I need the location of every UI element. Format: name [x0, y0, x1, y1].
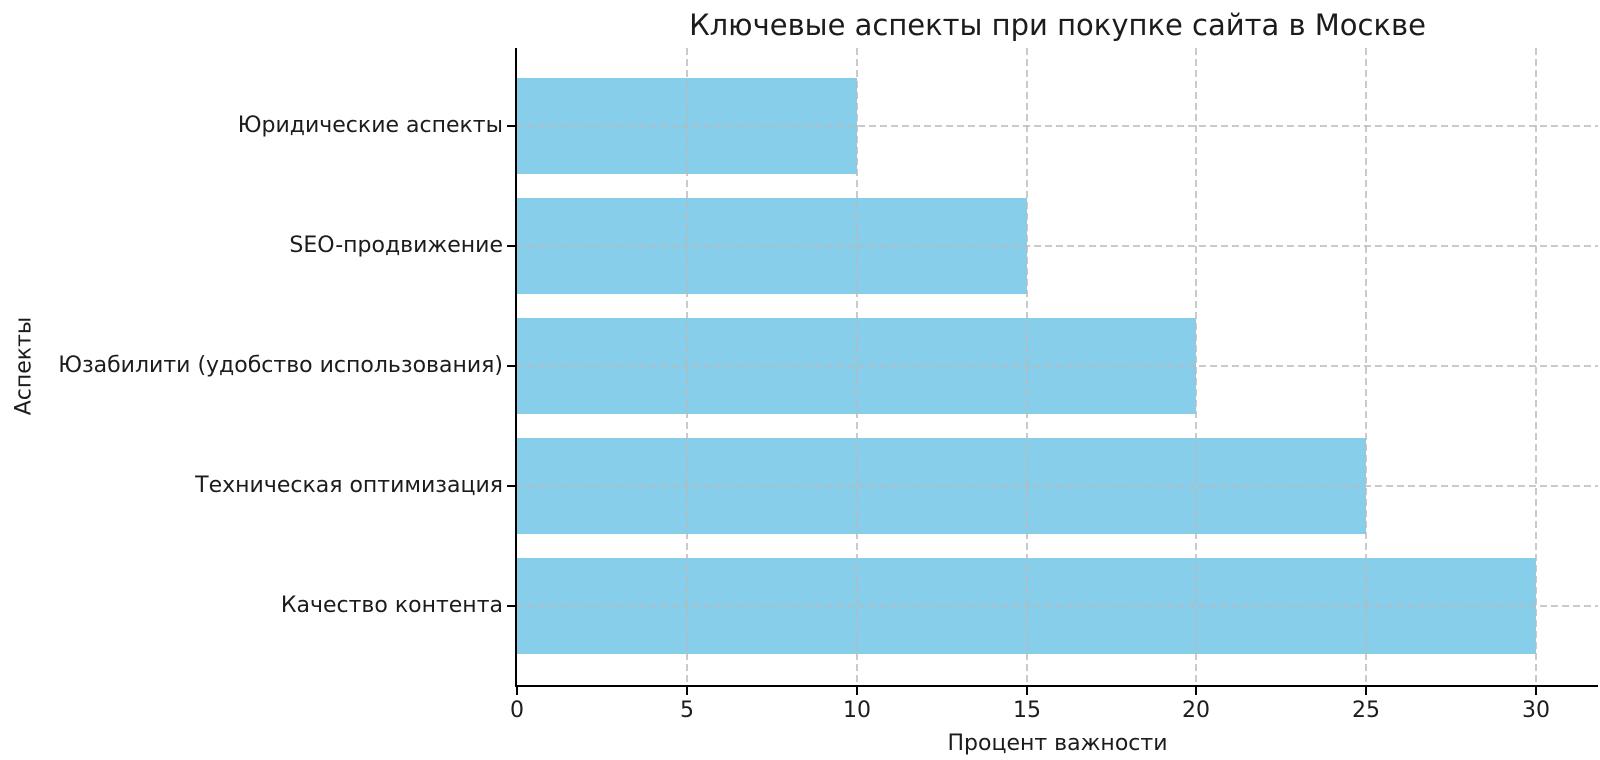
y-tick-label: SEO-продвижение — [289, 233, 503, 258]
y-tick-label: Юридические аспекты — [237, 113, 503, 138]
chart-title: Ключевые аспекты при покупке сайта в Мос… — [689, 8, 1426, 42]
x-tick-mark — [1365, 687, 1367, 695]
x-tick-label: 15 — [1013, 698, 1041, 723]
x-axis-spine — [515, 685, 1598, 687]
y-tick-label: Качество контента — [280, 593, 503, 618]
gridline-vertical — [856, 48, 858, 685]
gridline-horizontal — [517, 125, 1598, 127]
x-tick-label: 0 — [510, 698, 524, 723]
y-tick-label: Техническая оптимизация — [195, 473, 503, 498]
x-tick-label: 30 — [1522, 698, 1550, 723]
x-tick-mark — [686, 687, 688, 695]
x-tick-label: 5 — [680, 698, 694, 723]
y-tick-label: Юзабилити (удобство использования) — [58, 353, 503, 378]
x-tick-mark — [856, 687, 858, 695]
y-tick-mark — [507, 605, 515, 607]
x-tick-label: 10 — [843, 698, 871, 723]
x-tick-mark — [1535, 687, 1537, 695]
x-tick-mark — [516, 687, 518, 695]
gridline-vertical — [1195, 48, 1197, 685]
gridline-vertical — [1535, 48, 1537, 685]
gridline-vertical — [1026, 48, 1028, 685]
x-tick-label: 25 — [1352, 698, 1380, 723]
y-tick-mark — [507, 125, 515, 127]
y-axis-spine — [515, 48, 517, 687]
y-tick-mark — [507, 365, 515, 367]
gridline-horizontal — [517, 245, 1598, 247]
gridline-horizontal — [517, 485, 1598, 487]
y-tick-mark — [507, 245, 515, 247]
gridline-horizontal — [517, 605, 1598, 607]
y-tick-mark — [507, 485, 515, 487]
x-tick-mark — [1195, 687, 1197, 695]
gridline-vertical — [686, 48, 688, 685]
plot-area — [517, 48, 1598, 685]
x-tick-label: 20 — [1182, 698, 1210, 723]
gridline-vertical — [1365, 48, 1367, 685]
x-tick-mark — [1026, 687, 1028, 695]
x-axis-title: Процент важности — [947, 731, 1168, 756]
gridline-horizontal — [517, 365, 1598, 367]
